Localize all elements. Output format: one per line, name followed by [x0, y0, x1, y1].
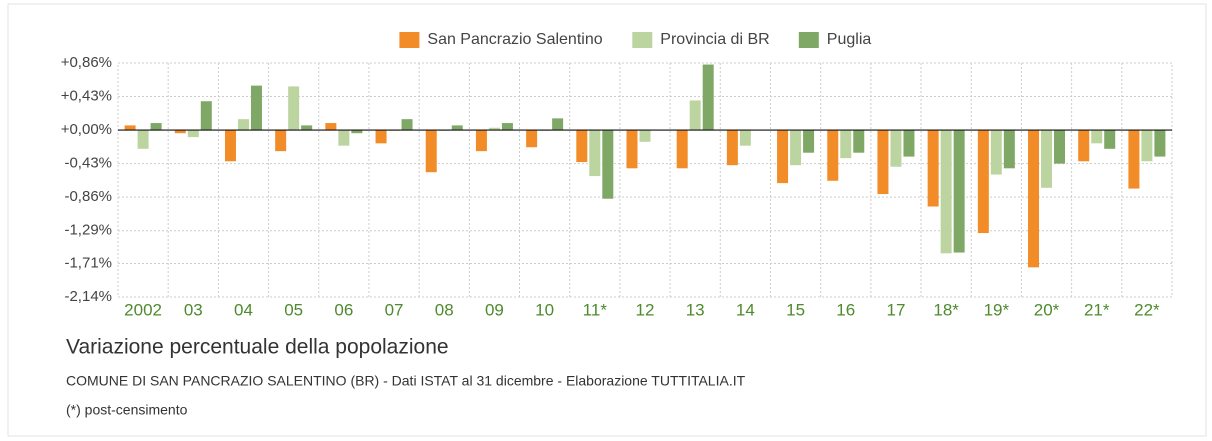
bar — [689, 100, 701, 131]
bar — [790, 130, 802, 166]
legend-swatch — [399, 32, 420, 48]
bar — [1128, 130, 1140, 189]
bar — [626, 130, 638, 169]
bar — [526, 130, 538, 148]
x-tick-label: 21* — [1084, 300, 1110, 319]
bar — [827, 130, 839, 181]
bar — [1054, 130, 1066, 164]
x-tick-label: 14 — [736, 300, 755, 319]
bar — [1154, 130, 1166, 157]
x-tick-label: 16 — [836, 300, 855, 319]
bar — [351, 130, 363, 134]
bar — [927, 130, 939, 207]
y-tick-label: -2,14% — [64, 288, 112, 305]
x-tick-label: 08 — [435, 300, 454, 319]
y-tick-label: +0,86% — [61, 54, 112, 71]
bar — [200, 101, 212, 131]
bar — [1028, 130, 1040, 268]
bar — [1003, 130, 1015, 169]
bar — [977, 130, 989, 234]
note: (*) post-censimento — [66, 402, 188, 418]
bar — [425, 130, 437, 173]
bar — [1091, 130, 1103, 144]
bar — [237, 119, 249, 131]
bar — [275, 130, 287, 152]
bar — [488, 127, 500, 131]
x-tick-label: 12 — [636, 300, 655, 319]
x-tick-label: 09 — [485, 300, 504, 319]
x-tick-label: 05 — [284, 300, 303, 319]
bar — [676, 130, 688, 169]
legend-swatch — [632, 32, 653, 48]
x-tick-label: 06 — [334, 300, 353, 319]
x-tick-label: 13 — [686, 300, 705, 319]
x-tick-label: 20* — [1034, 300, 1060, 319]
x-tick-label: 03 — [184, 300, 203, 319]
y-tick-label: -0,43% — [64, 155, 112, 172]
bar — [890, 130, 902, 167]
x-tick-label: 04 — [234, 300, 253, 319]
bar — [877, 130, 889, 195]
x-tick-label: 07 — [385, 300, 404, 319]
bar — [853, 130, 865, 153]
bar — [953, 130, 965, 253]
bar — [187, 130, 199, 138]
bar — [1141, 130, 1153, 162]
bar — [903, 130, 915, 157]
bar — [338, 130, 350, 146]
y-tick-label: -0,86% — [64, 188, 112, 205]
subtitle: COMUNE DI SAN PANCRAZIO SALENTINO (BR) -… — [66, 373, 746, 389]
x-tick-label: 19* — [984, 300, 1010, 319]
bar — [990, 130, 1002, 175]
bar — [150, 123, 162, 131]
x-tick-label: 2002 — [124, 300, 162, 319]
legend-label: San Pancrazio Salentino — [427, 31, 602, 48]
frame — [7, 3, 1207, 437]
y-tick-label: -1,71% — [64, 254, 112, 271]
bar — [451, 125, 463, 131]
y-tick-label: -1,29% — [64, 222, 112, 239]
x-tick-label: 10 — [535, 300, 554, 319]
legend-label: Puglia — [827, 31, 872, 48]
bar — [224, 130, 236, 162]
bar — [739, 130, 751, 146]
bar — [288, 86, 300, 131]
bar — [576, 130, 588, 163]
bar — [777, 130, 789, 184]
x-tick-label: 22* — [1134, 300, 1160, 319]
bar — [840, 130, 852, 159]
bar — [137, 130, 149, 149]
bar — [475, 130, 487, 152]
x-tick-label: 15 — [786, 300, 805, 319]
bar — [940, 130, 952, 254]
x-tick-label: 17 — [886, 300, 905, 319]
bar — [726, 130, 738, 166]
bar — [602, 130, 614, 199]
bar — [501, 123, 513, 131]
y-tick-label: +0,00% — [61, 121, 112, 138]
legend-swatch — [798, 32, 819, 48]
bar — [375, 130, 387, 144]
bar — [1078, 130, 1090, 162]
legend-label: Provincia di BR — [660, 31, 769, 48]
bar — [1104, 130, 1116, 149]
bar — [639, 130, 651, 142]
bar — [301, 125, 313, 131]
bar — [250, 85, 262, 131]
bar — [124, 125, 136, 131]
bar — [325, 123, 337, 131]
bar — [803, 130, 815, 153]
bar — [1041, 130, 1053, 188]
plot-area — [117, 62, 1173, 298]
x-tick-label: 11* — [583, 300, 608, 319]
bar — [174, 130, 186, 134]
chart-title: Variazione percentuale della popolazione — [66, 336, 449, 359]
x-tick-label: 18* — [933, 300, 959, 319]
bar — [401, 119, 413, 131]
bar — [552, 118, 564, 131]
bar — [589, 130, 601, 177]
y-tick-label: +0,43% — [61, 88, 112, 105]
bar — [702, 64, 714, 131]
